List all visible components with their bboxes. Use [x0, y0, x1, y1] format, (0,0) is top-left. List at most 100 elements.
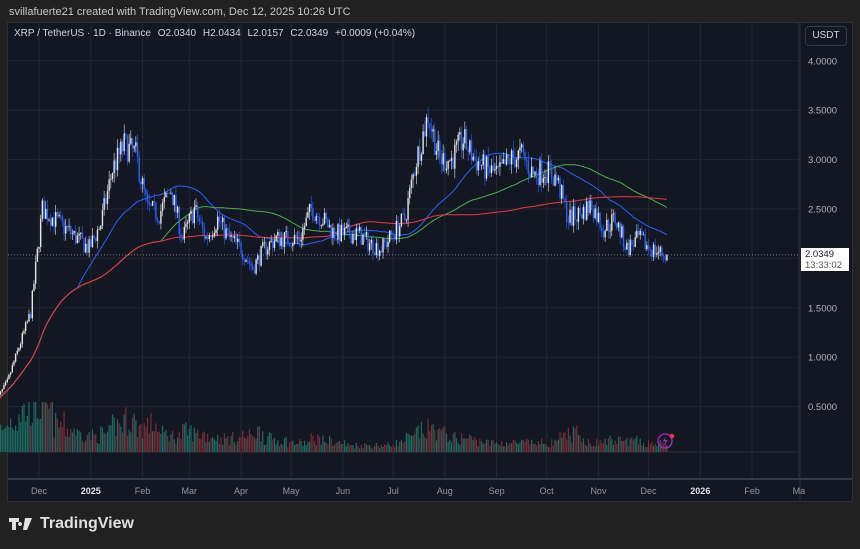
candle-body	[494, 168, 496, 171]
time-tick-label: Dec	[641, 486, 658, 496]
candle-body	[238, 238, 241, 243]
volume-bar	[500, 441, 503, 452]
candle-body	[81, 232, 84, 239]
candle-body	[44, 208, 47, 219]
candle-body	[510, 150, 513, 165]
tradingview-logo[interactable]: TradingView	[9, 515, 134, 533]
volume-bar	[541, 438, 543, 452]
volume-bar	[355, 442, 357, 452]
candle-body	[201, 221, 204, 228]
volume-bar	[494, 443, 496, 452]
volume-bar	[313, 441, 316, 452]
symbol-label[interactable]: XRP / TetherUS · 1D · Binance	[14, 28, 151, 39]
lightning-alert-icon	[657, 433, 673, 449]
volume-bar	[93, 434, 95, 452]
volume-bar	[280, 443, 282, 452]
volume-bar	[76, 429, 79, 452]
candle-body	[195, 205, 197, 208]
candle-body	[4, 382, 7, 385]
time-tick-label: Feb	[135, 486, 151, 496]
volume-bar	[350, 445, 352, 452]
volume-bar	[11, 427, 13, 452]
volume-bar	[526, 438, 528, 452]
volume-bar	[410, 435, 413, 452]
volume-bar	[627, 446, 630, 452]
volume-bar	[390, 446, 392, 452]
volume-bar	[213, 439, 215, 452]
volume-bar	[53, 437, 55, 452]
candle-body	[211, 235, 214, 238]
volume-bar	[656, 445, 658, 452]
volume-bar	[15, 425, 17, 452]
volume-bar	[574, 428, 576, 452]
candle-body	[464, 129, 466, 144]
currency-button[interactable]: USDT	[805, 26, 847, 46]
candle-body	[557, 177, 560, 181]
volume-bar	[187, 435, 189, 452]
candle-body	[292, 243, 294, 247]
volume-bar	[516, 442, 518, 452]
candle-body	[325, 212, 327, 219]
volume-bar	[584, 444, 586, 452]
last-price-value: 2.0349	[805, 249, 835, 260]
candle-body	[248, 261, 251, 264]
volume-bar	[295, 443, 297, 452]
candle-body	[170, 192, 172, 194]
volume-bar	[100, 426, 102, 452]
volume-bar	[417, 425, 419, 452]
candle-body	[534, 171, 536, 175]
volume-bar	[323, 441, 326, 452]
volume-bar	[572, 426, 574, 452]
volume-bar	[288, 442, 291, 452]
volume-bar	[597, 445, 600, 452]
volume-bar	[551, 439, 553, 452]
candle-body	[330, 224, 332, 238]
volume-bar	[499, 445, 501, 452]
candle-body	[434, 129, 436, 155]
volume-bar	[36, 418, 38, 452]
candle-body	[295, 235, 297, 238]
volume-bar	[143, 423, 145, 452]
volume-bar	[479, 438, 481, 452]
candle-body	[283, 232, 286, 248]
candle-body	[196, 205, 199, 219]
volume-bar	[182, 424, 184, 452]
candle-body	[452, 157, 454, 169]
candle-body	[514, 158, 516, 168]
candle-body	[382, 238, 384, 253]
candle-body	[647, 245, 650, 249]
candle-body	[333, 227, 336, 239]
notification-dot-icon	[669, 433, 675, 439]
volume-bar	[121, 432, 124, 452]
candle-body	[26, 321, 29, 323]
candle-body	[561, 185, 563, 199]
candle-body	[439, 140, 441, 158]
volume-bar	[208, 442, 210, 452]
volume-bar	[647, 440, 650, 452]
candle-body	[520, 144, 523, 148]
candle-body	[661, 247, 663, 256]
candle-body	[409, 187, 411, 199]
volume-bar	[278, 446, 281, 452]
candle-body	[457, 134, 459, 142]
volume-bar	[395, 439, 397, 452]
volume-bar	[454, 432, 456, 452]
volume-bar	[375, 442, 377, 452]
candle-body	[302, 228, 304, 240]
volume-bar	[385, 445, 387, 452]
candle-body	[586, 201, 588, 220]
candle-body	[0, 391, 2, 395]
volume-bar	[247, 435, 249, 452]
volume-bar	[347, 443, 349, 452]
volume-bar	[290, 441, 292, 452]
candle-body	[126, 135, 129, 162]
volume-bar	[285, 436, 287, 452]
volume-bar	[188, 428, 190, 452]
volume-bar	[48, 408, 50, 452]
volume-bar	[298, 439, 301, 452]
candle-body	[93, 235, 95, 238]
candle-body	[34, 261, 37, 284]
volume-bar	[444, 426, 446, 452]
volume-bar	[632, 440, 635, 452]
